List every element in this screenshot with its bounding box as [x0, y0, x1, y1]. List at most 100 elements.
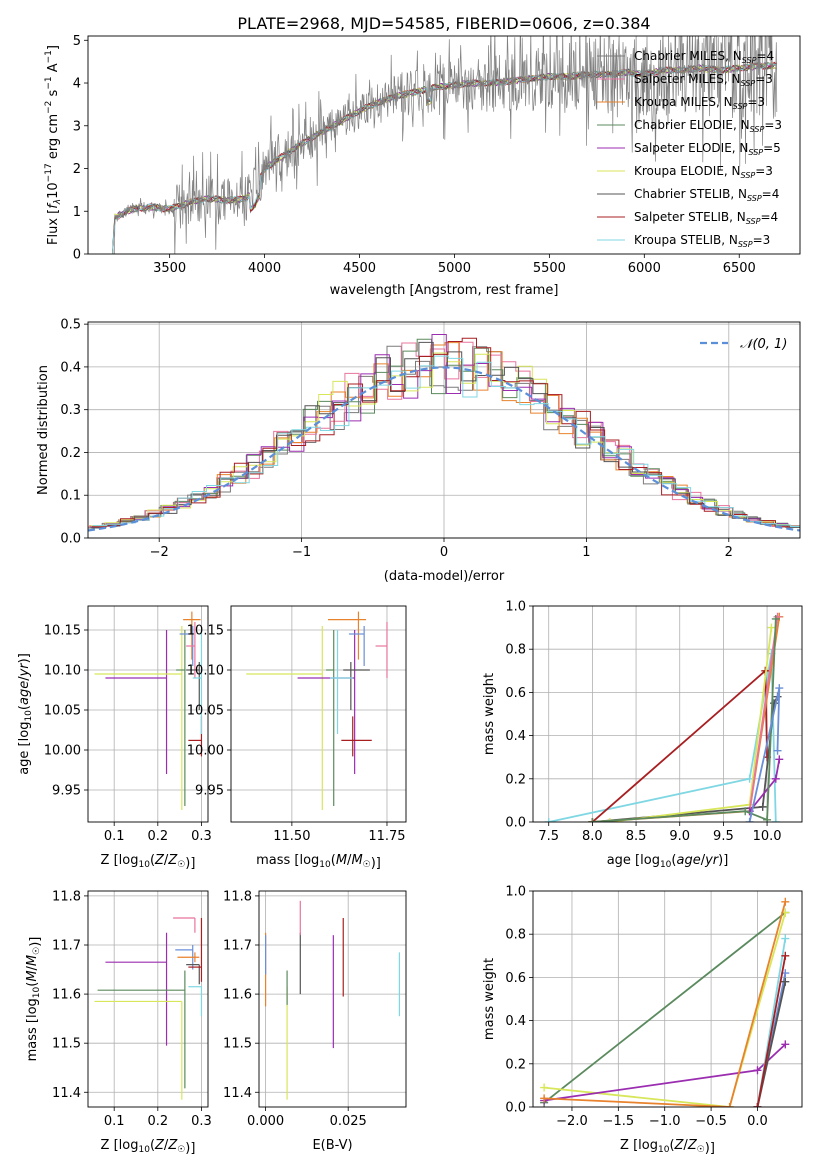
- y-tick-label: 9.95: [52, 784, 81, 799]
- legend-entry: Salpeter MILES, NSSP=3: [634, 72, 773, 88]
- y-tick-label: 10.05: [44, 704, 81, 719]
- residuals-panel: −2 −1 0 1 2 0.0 0.1 0.2 0.3 0.4 0.5 (data-model)/er…: [36, 318, 801, 584]
- spectrum-model-line: [112, 62, 778, 254]
- x-tick-label: 6000: [628, 261, 661, 276]
- axes-frame: [258, 890, 407, 1108]
- weight-marker: [588, 818, 597, 822]
- x-tick-label: 8.0: [582, 829, 603, 844]
- spectrum-model-line: [112, 62, 777, 254]
- spectrum-model-line: [112, 61, 778, 254]
- x-tick-label: 6500: [723, 261, 756, 276]
- x-tick-label: 0.3: [191, 829, 212, 844]
- histogram-step: [90, 334, 800, 528]
- x-tick-label: 4000: [248, 261, 281, 276]
- weight-marker: [781, 951, 790, 960]
- y-tick-label: 0.8: [505, 643, 526, 658]
- weight-line: [748, 616, 779, 812]
- weight-marker: [540, 1094, 549, 1103]
- x-axis-label: Z [log10(Z/Z☉)]: [101, 1138, 196, 1156]
- y-tick-label: 0.0: [505, 816, 526, 831]
- axes-frame: [230, 605, 407, 823]
- histogram-step: [92, 337, 800, 528]
- x-tick-label: −0.5: [695, 1114, 727, 1129]
- x-axis-label: mass [log10(M/M☉)]: [256, 853, 381, 871]
- weight-marker: [775, 755, 784, 764]
- legend-entry: 𝒩(0, 1): [740, 337, 787, 352]
- y-tick-label: 11.6: [52, 988, 81, 1003]
- spectrum-panel: 3500 4000 4500 5000 5500 6000 6500 0 1 2 3 4 5 wavele…: [44, 34, 801, 298]
- weight-marker: [544, 818, 553, 822]
- weight-vs-age-panel: 7.5 8.0 8.5 9.0 9.5 10.0 0.0 0.2 0.4 0.6 0.8 1.0 mas…: [482, 600, 803, 870]
- y-tick-label: 0.6: [505, 971, 526, 986]
- weight-plot-area: [540, 897, 790, 1107]
- x-axis-label: (data-model)/error: [384, 569, 505, 584]
- weight-marker: [605, 818, 614, 822]
- weight-marker: [763, 815, 772, 822]
- weight-marker: [781, 897, 790, 906]
- y-tick-label: 10.10: [44, 664, 81, 679]
- legend-entry: Kroupa MILES, NSSP=3: [634, 95, 765, 111]
- y-tick-label: 11.4: [52, 1086, 81, 1101]
- weight-marker: [781, 977, 790, 986]
- y-tick-label: 0.0: [60, 532, 81, 547]
- legend-entry: Chabrier STELIB, NSSP=4: [634, 187, 779, 203]
- x-tick-label: −2: [150, 545, 169, 560]
- y-tick-label: 0.8: [505, 928, 526, 943]
- y-tick-label: 0.4: [505, 1014, 526, 1029]
- errorbar-plot-area: [246, 611, 388, 810]
- weight-marker: [758, 802, 767, 811]
- y-tick-label: 11.5: [223, 1037, 252, 1052]
- weight-marker: [781, 1040, 790, 1049]
- axes-frame: [87, 890, 209, 1108]
- x-tick-label: 0.025: [330, 1114, 367, 1129]
- x-tick-label: 3500: [153, 261, 186, 276]
- spectrum-plot-area: [112, 36, 778, 254]
- x-tick-label: 0.2: [147, 829, 168, 844]
- errorbar-plot-area: [94, 611, 203, 810]
- weight-line: [544, 901, 787, 1107]
- x-tick-label: 0: [440, 545, 448, 560]
- y-tick-label: 10.10: [187, 664, 224, 679]
- y-tick-label: 0.3: [60, 403, 81, 418]
- x-tick-label: 2: [725, 545, 733, 560]
- weight-line: [544, 912, 787, 1107]
- y-tick-label: 0.2: [505, 1057, 526, 1072]
- y-tick-label: 3: [73, 119, 81, 134]
- y-axis-label: Normed distribution: [36, 365, 51, 495]
- histogram-step: [91, 341, 800, 529]
- y-tick-label: 10.15: [44, 624, 81, 639]
- y-tick-label: 0.2: [60, 446, 81, 461]
- age-vs-Z-panel: 0.1 0.2 0.3 9.95 10.00 10.05 10.10 10.15 Z [log1…: [17, 605, 212, 871]
- x-tick-label: 9.0: [669, 829, 690, 844]
- x-tick-label: 0.000: [247, 1114, 284, 1129]
- x-tick-label: −1: [292, 545, 311, 560]
- x-tick-label: 0.1: [104, 829, 125, 844]
- x-tick-label: 1: [582, 545, 590, 560]
- weight-marker: [781, 934, 790, 943]
- x-tick-label: 7.5: [538, 829, 559, 844]
- spectrum-model-line: [112, 61, 778, 254]
- weight-marker: [741, 807, 750, 816]
- histogram-step: [92, 355, 800, 527]
- weight-marker: [745, 818, 754, 822]
- x-tick-label: 0.1: [104, 1114, 125, 1129]
- x-tick-label: 5500: [533, 261, 566, 276]
- x-tick-label: 5000: [438, 261, 471, 276]
- weight-marker: [775, 684, 784, 693]
- x-axis-label: Z [log10(Z/Z☉)]: [101, 853, 196, 871]
- y-tick-label: 11.6: [223, 988, 252, 1003]
- x-tick-label: 0.0: [747, 1114, 768, 1129]
- legend-entry: Kroupa STELIB, NSSP=3: [634, 233, 770, 249]
- x-tick-label: 0.2: [147, 1114, 168, 1129]
- legend-entry: Salpeter ELODIE, NSSP=5: [634, 141, 781, 157]
- normal-curve: [88, 366, 800, 532]
- y-tick-label: 0.2: [505, 772, 526, 787]
- y-axis-label: age [log10(age/yr)]: [17, 653, 34, 775]
- weight-vs-Z-panel: −2.0 −1.5 −1.0 −0.5 0.0 0.0 0.2 0.4 0.6 0.8 1.0 mas…: [482, 885, 803, 1156]
- weight-line: [543, 911, 786, 1104]
- axes-frame: [532, 605, 803, 823]
- y-axis-label: mass [log10(M/M☉)]: [25, 937, 43, 1062]
- x-tick-label: 11.75: [368, 829, 405, 844]
- y-tick-label: 1.0: [505, 885, 526, 900]
